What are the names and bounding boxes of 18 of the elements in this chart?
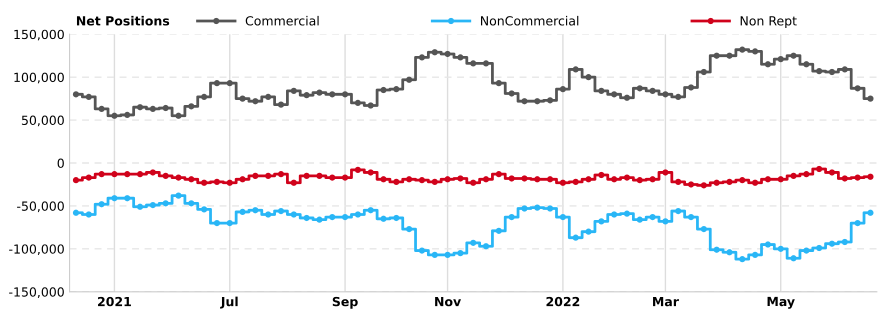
y-tick-label: -100,000 xyxy=(9,244,64,256)
x-tick-label: 2021 xyxy=(98,296,131,306)
legend-title: Net Positions xyxy=(76,16,170,26)
legend-label: NonCommercial xyxy=(481,16,578,26)
y-tick-label: 150,000 xyxy=(14,30,64,40)
legend-label: Commercial xyxy=(246,16,319,26)
y-tick-label: -50,000 xyxy=(17,201,64,212)
x-tick-label: Sep xyxy=(332,296,358,309)
y-tick-label: -150,000 xyxy=(9,287,64,298)
y-tick-label: 50,000 xyxy=(22,116,64,126)
y-tick-label: 100,000 xyxy=(14,72,64,84)
x-tick-label: Mar xyxy=(653,297,679,306)
x-tick-label: Jul xyxy=(220,296,238,309)
x-tick-label: May xyxy=(768,296,795,309)
y-tick-label: 0 xyxy=(58,158,64,168)
x-tick-label: Nov xyxy=(435,297,461,306)
x-tick-label: 2022 xyxy=(546,296,580,306)
legend-label: Non Rept xyxy=(740,16,797,28)
